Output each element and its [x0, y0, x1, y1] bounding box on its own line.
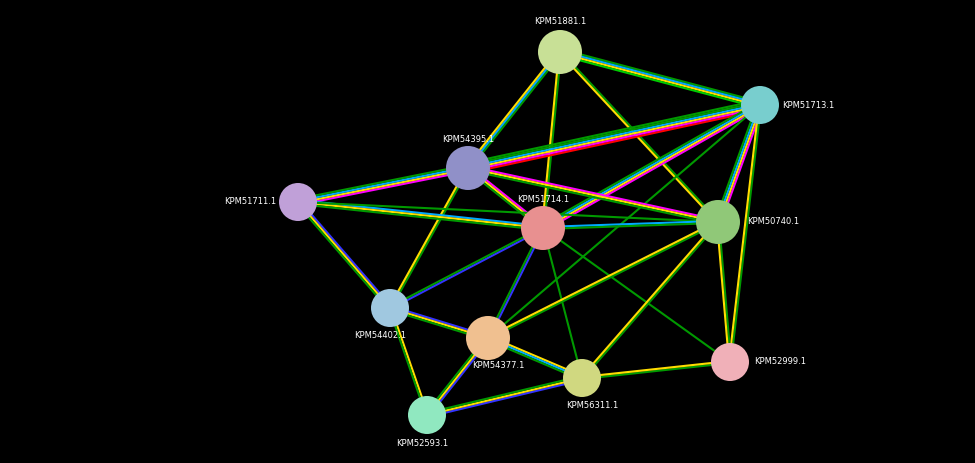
Circle shape [279, 183, 317, 221]
Circle shape [538, 30, 582, 74]
Text: KPM51881.1: KPM51881.1 [534, 18, 586, 26]
Text: KPM52999.1: KPM52999.1 [754, 357, 806, 367]
Circle shape [446, 146, 490, 190]
Text: KPM56311.1: KPM56311.1 [566, 401, 618, 411]
Text: KPM51711.1: KPM51711.1 [224, 198, 276, 206]
Text: KPM54377.1: KPM54377.1 [472, 362, 525, 370]
Circle shape [521, 206, 565, 250]
Text: KPM50740.1: KPM50740.1 [747, 218, 800, 226]
Circle shape [371, 289, 409, 327]
Circle shape [466, 316, 510, 360]
Circle shape [741, 86, 779, 124]
Circle shape [696, 200, 740, 244]
Circle shape [563, 359, 601, 397]
Text: KPM51714.1: KPM51714.1 [517, 195, 569, 205]
Text: KPM54395.1: KPM54395.1 [442, 136, 494, 144]
Text: KPM51713.1: KPM51713.1 [782, 100, 835, 110]
Text: KPM52593.1: KPM52593.1 [396, 438, 448, 448]
Circle shape [711, 343, 749, 381]
Circle shape [408, 396, 446, 434]
Text: KPM54402.1: KPM54402.1 [354, 332, 406, 340]
